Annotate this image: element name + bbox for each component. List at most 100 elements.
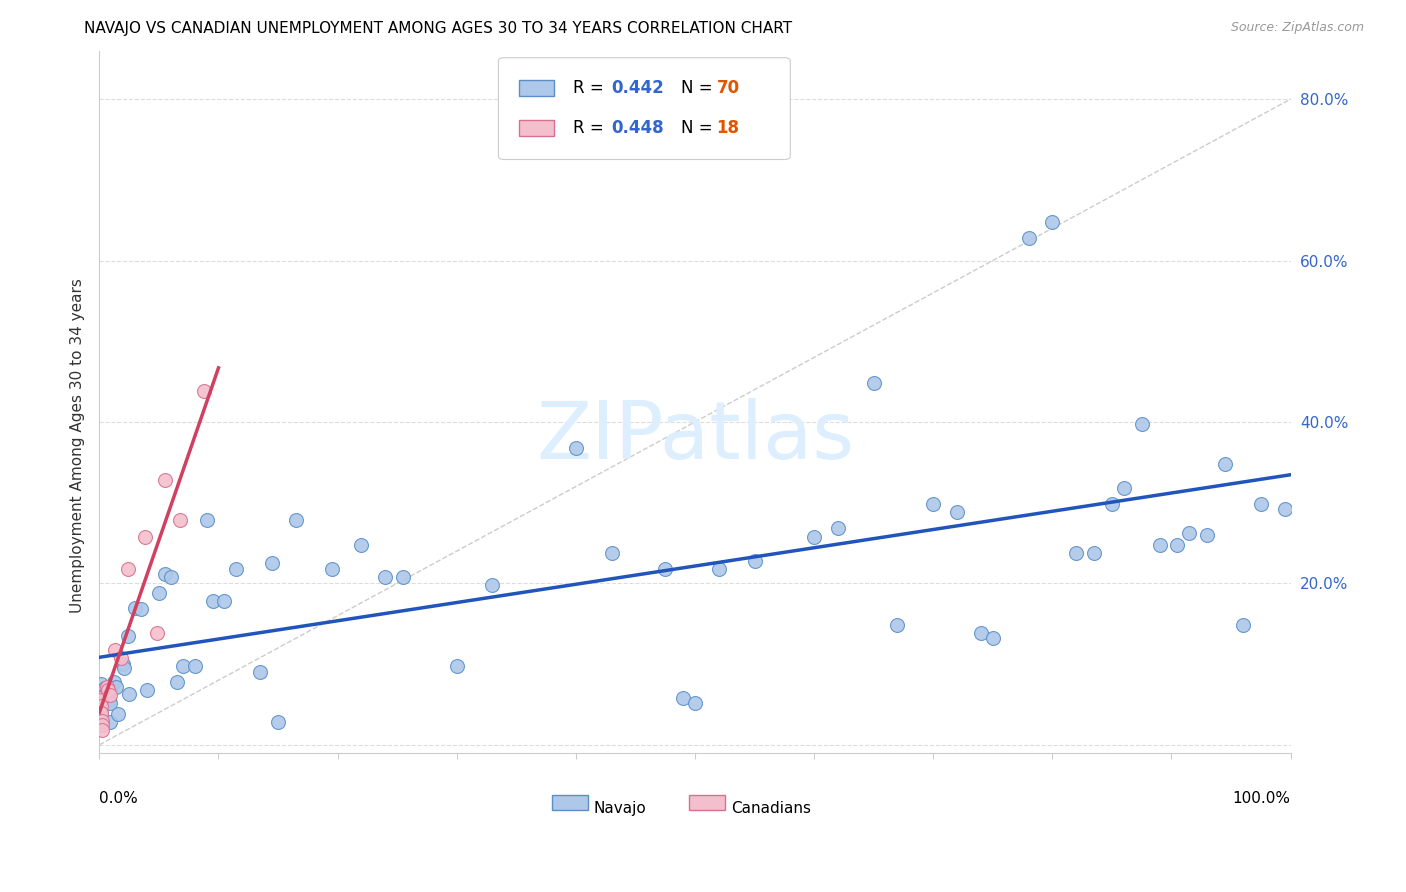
Text: Canadians: Canadians xyxy=(731,801,811,815)
Point xyxy=(1232,618,1254,632)
Point xyxy=(1083,546,1105,560)
Point xyxy=(107,707,129,722)
Text: R =: R = xyxy=(574,78,609,97)
Point xyxy=(129,602,152,616)
Point xyxy=(90,714,112,728)
Point xyxy=(169,513,191,527)
Point xyxy=(148,586,170,600)
Text: Source: ZipAtlas.com: Source: ZipAtlas.com xyxy=(1230,21,1364,34)
Text: 100.0%: 100.0% xyxy=(1233,791,1291,806)
Text: 0.0%: 0.0% xyxy=(100,791,138,806)
Point xyxy=(600,546,623,560)
Point xyxy=(96,680,118,694)
Point xyxy=(565,441,588,455)
Point xyxy=(1197,528,1219,542)
Point xyxy=(683,696,706,710)
FancyBboxPatch shape xyxy=(689,795,724,811)
Point xyxy=(183,658,205,673)
Text: 0.442: 0.442 xyxy=(612,78,665,97)
Point xyxy=(124,600,146,615)
Point xyxy=(672,690,695,705)
Point xyxy=(214,594,236,608)
Point xyxy=(392,570,415,584)
Point xyxy=(1130,417,1153,431)
Point xyxy=(446,658,468,673)
FancyBboxPatch shape xyxy=(553,795,588,811)
Point xyxy=(90,699,112,714)
Point xyxy=(136,682,159,697)
Point xyxy=(90,717,112,731)
Point xyxy=(827,521,849,535)
Point xyxy=(98,688,121,702)
Point xyxy=(1274,502,1296,516)
Text: Navajo: Navajo xyxy=(593,801,647,815)
Point xyxy=(374,570,396,584)
Point xyxy=(862,376,884,391)
FancyBboxPatch shape xyxy=(498,58,790,160)
Point xyxy=(112,661,135,675)
Point xyxy=(90,723,112,738)
Point xyxy=(97,690,120,704)
Text: N =: N = xyxy=(681,119,717,136)
Point xyxy=(1250,497,1272,511)
Text: 0.448: 0.448 xyxy=(612,119,664,136)
Point xyxy=(172,658,194,673)
Point xyxy=(117,562,139,576)
Point xyxy=(104,642,127,657)
Point xyxy=(225,562,247,576)
Point xyxy=(118,687,141,701)
Point xyxy=(97,682,120,697)
Point xyxy=(94,681,117,696)
Point xyxy=(1178,526,1201,541)
Point xyxy=(160,570,183,584)
Point xyxy=(1064,546,1087,560)
Point xyxy=(981,632,1004,646)
Point xyxy=(90,677,112,691)
Text: ZIPatlas: ZIPatlas xyxy=(536,398,853,475)
Point xyxy=(98,696,121,710)
Point xyxy=(153,473,176,487)
Point xyxy=(193,384,215,399)
Text: 70: 70 xyxy=(717,78,740,97)
Point xyxy=(153,566,176,581)
Point xyxy=(94,688,117,702)
Point xyxy=(97,682,120,697)
Text: NAVAJO VS CANADIAN UNEMPLOYMENT AMONG AGES 30 TO 34 YEARS CORRELATION CHART: NAVAJO VS CANADIAN UNEMPLOYMENT AMONG AG… xyxy=(84,21,793,36)
Point xyxy=(98,682,121,697)
FancyBboxPatch shape xyxy=(519,80,554,95)
Point xyxy=(803,530,825,544)
Point xyxy=(707,562,730,576)
Point xyxy=(946,505,969,519)
Point xyxy=(110,650,132,665)
Point xyxy=(1166,538,1188,552)
Point xyxy=(886,618,908,632)
Point xyxy=(922,497,945,511)
Point xyxy=(262,556,284,570)
Point xyxy=(90,706,112,720)
Point xyxy=(654,562,676,576)
Point xyxy=(97,693,120,707)
Point xyxy=(744,554,766,568)
Text: Unemployment Among Ages 30 to 34 years: Unemployment Among Ages 30 to 34 years xyxy=(70,278,84,614)
Point xyxy=(1112,481,1135,495)
Point xyxy=(195,513,218,527)
Point xyxy=(970,626,993,640)
Point xyxy=(1101,497,1123,511)
Point xyxy=(105,680,128,694)
Point xyxy=(321,562,343,576)
Point xyxy=(90,690,112,705)
Point xyxy=(284,513,307,527)
Point xyxy=(1018,231,1040,245)
Point xyxy=(1149,538,1171,552)
Point xyxy=(481,578,503,592)
Point xyxy=(1213,457,1236,471)
Point xyxy=(145,626,167,640)
Point xyxy=(201,594,224,608)
Point xyxy=(90,693,112,707)
Text: R =: R = xyxy=(574,119,609,136)
Text: N =: N = xyxy=(681,78,717,97)
Point xyxy=(103,674,125,689)
FancyBboxPatch shape xyxy=(519,120,554,136)
Point xyxy=(1040,215,1063,229)
Point xyxy=(90,706,112,720)
